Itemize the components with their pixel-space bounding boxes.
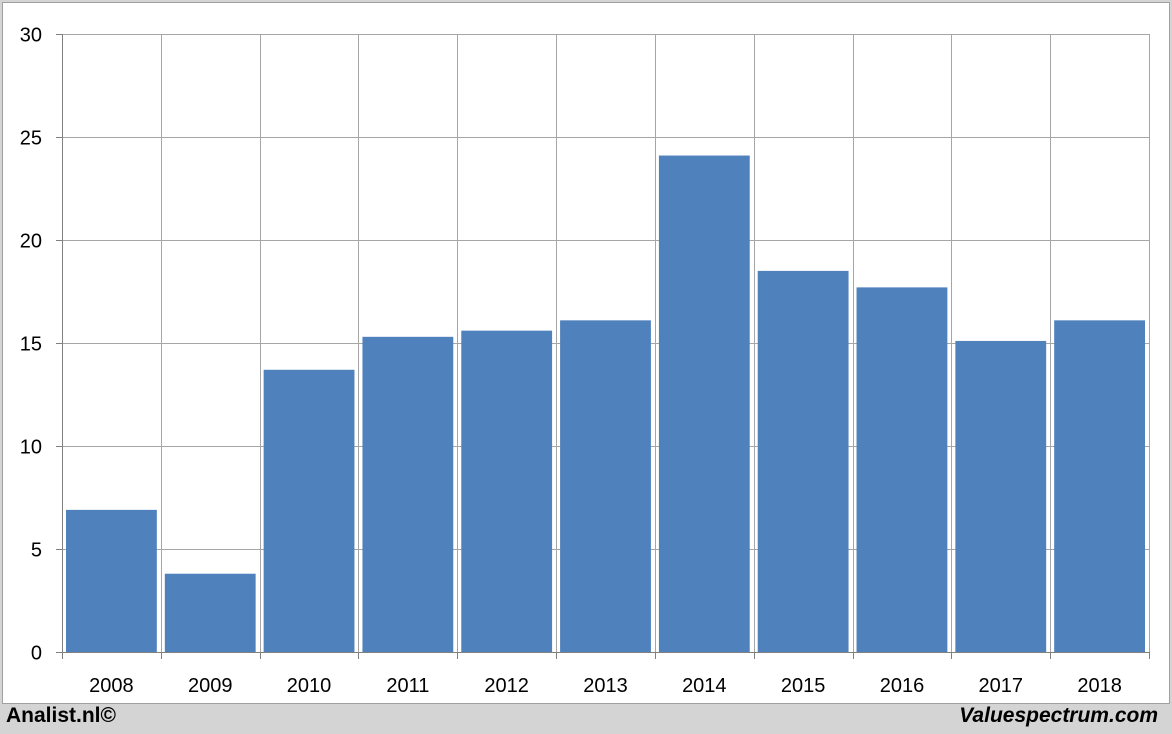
bar-2013	[560, 320, 651, 652]
x-tick-label-2017: 2017	[979, 675, 1024, 697]
x-tick-label-2009: 2009	[188, 675, 233, 697]
footer-source-right: Valuespectrum.com	[959, 704, 1158, 727]
bar-2010	[263, 369, 355, 652]
footer-source-left: Analist.nl©	[6, 704, 116, 727]
bar-2012	[461, 330, 553, 652]
x-tick-label-2016: 2016	[880, 675, 925, 697]
bar-2018	[1054, 320, 1145, 652]
bar-2016	[856, 287, 948, 652]
bar-2014	[658, 155, 750, 653]
bars	[66, 155, 1145, 653]
y-tick-label-15: 15	[20, 334, 42, 356]
bar-2015	[757, 270, 849, 652]
x-tick-label-2010: 2010	[287, 675, 332, 697]
x-tick-label-2012: 2012	[484, 675, 529, 697]
y-tick-label-5: 5	[31, 540, 42, 562]
y-tick-label-0: 0	[31, 643, 42, 665]
x-tick-label-2011: 2011	[386, 675, 429, 697]
x-tick-labels: 2008 2009 2010 2011 2012 2013 2014 2015 2016 2017…	[89, 675, 1122, 697]
y-tick-label-20: 20	[20, 231, 42, 253]
y-tick-label-10: 10	[20, 437, 42, 459]
x-tick-label-2018: 2018	[1077, 675, 1122, 697]
axes	[56, 34, 1150, 659]
bar-2008	[66, 509, 157, 652]
x-tick-label-2013: 2013	[583, 675, 628, 697]
y-tick-label-25: 25	[20, 128, 42, 150]
x-tick-label-2014: 2014	[682, 675, 727, 697]
bar-2009	[164, 573, 256, 652]
y-tick-label-30: 30	[20, 25, 42, 47]
bar-2011	[362, 336, 454, 652]
bar-2017	[955, 340, 1047, 652]
x-tick-label-2015: 2015	[781, 675, 826, 697]
y-tick-labels: 0 5 10 15 20 25 30	[20, 25, 42, 665]
x-tick-label-2008: 2008	[89, 675, 134, 697]
